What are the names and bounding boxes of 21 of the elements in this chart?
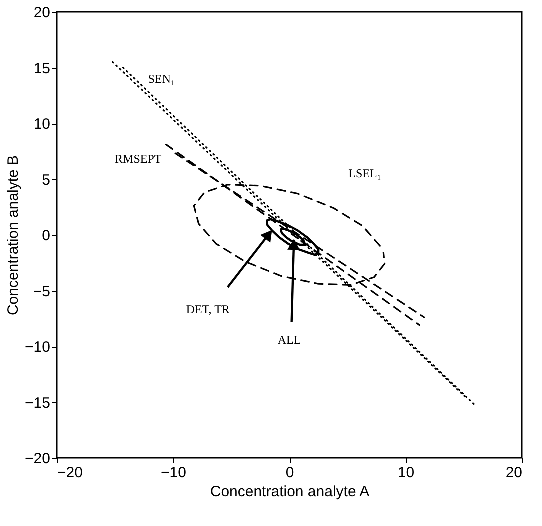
annotation: ALL — [278, 332, 302, 347]
x-tick-label: 20 — [506, 464, 522, 482]
y-tick-label: −20 — [25, 450, 50, 468]
x-axis-title: Concentration analyte A — [210, 484, 370, 500]
y-tick-label: −5 — [33, 283, 50, 300]
y-tick-label: 5 — [42, 172, 50, 189]
y-axis-title: Concentration analyte B — [5, 155, 22, 316]
annotation: SEN₁ — [148, 72, 176, 86]
y-tick-label: 10 — [34, 116, 50, 133]
y-tick-label: 15 — [34, 60, 50, 78]
y-tick-label: 0 — [42, 228, 50, 244]
annotation: LSEL₁ — [348, 166, 382, 181]
annotation: DET, TR — [186, 302, 230, 317]
x-tick-label: −10 — [161, 464, 186, 482]
y-tick-label: 20 — [34, 4, 50, 22]
x-tick-label: 10 — [398, 464, 415, 482]
y-tick-label: −15 — [25, 394, 50, 412]
y-tick-label: −10 — [25, 339, 50, 356]
annotation: RMSEPT — [115, 152, 162, 166]
x-tick-label: −20 — [58, 464, 83, 482]
x-tick-label: 0 — [286, 464, 294, 482]
